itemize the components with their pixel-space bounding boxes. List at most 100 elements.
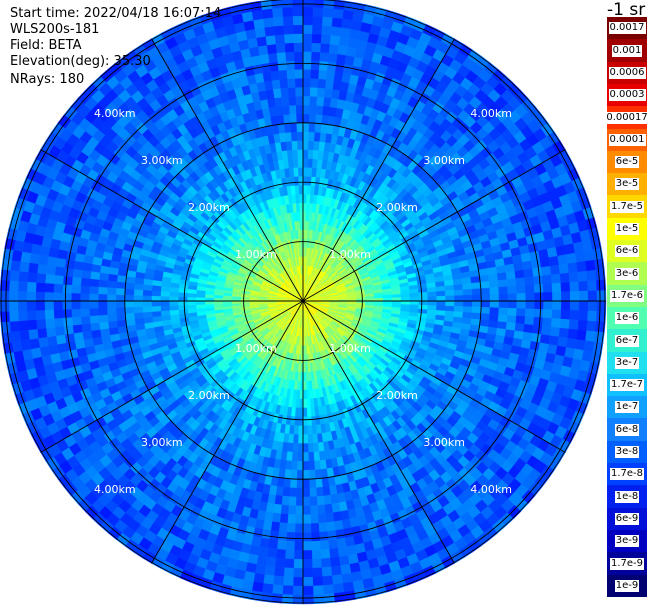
- data-cell: [46, 255, 58, 267]
- data-cell: [292, 585, 304, 596]
- data-cell: [302, 496, 311, 507]
- data-cell: [311, 558, 322, 569]
- data-cell: [320, 557, 332, 568]
- data-cell: [569, 300, 580, 311]
- data-cell: [330, 565, 342, 576]
- data-cell: [62, 275, 73, 286]
- data-cell: [436, 305, 446, 312]
- data-cell: [533, 316, 544, 327]
- data-cell: [309, 478, 317, 489]
- data-cell: [305, 389, 311, 400]
- data-cell: [558, 327, 570, 339]
- data-cell: [315, 114, 323, 124]
- data-cell: [98, 314, 109, 323]
- data-cell: [327, 539, 338, 550]
- data-cell: [313, 0, 325, 8]
- data-cell: [320, 42, 331, 54]
- data-cell: [454, 300, 464, 307]
- data-cell: [142, 300, 152, 307]
- data-cell: [497, 314, 508, 323]
- data-cell: [516, 285, 526, 294]
- data-cell: [506, 315, 517, 324]
- data-cell: [90, 271, 101, 280]
- data-cell: [257, 546, 269, 558]
- data-cell: [542, 283, 553, 293]
- data-cell: [178, 304, 188, 310]
- data-cell: [287, 505, 297, 515]
- data-cell: [488, 273, 499, 282]
- data-cell: [213, 300, 224, 305]
- data-cell: [313, 460, 321, 471]
- data-cell: [292, 443, 299, 453]
- data-cell: [566, 337, 577, 350]
- data-cell: [71, 316, 82, 326]
- data-cell: [322, 7, 334, 18]
- data-cell: [505, 322, 516, 331]
- data-cell: [560, 309, 571, 320]
- data-cell: [576, 261, 587, 273]
- data-cell: [27, 319, 38, 331]
- data-cell: [311, 540, 321, 551]
- data-cell: [497, 279, 508, 288]
- data-cell: [496, 272, 508, 281]
- data-cell: [282, 486, 291, 497]
- data-cell: [28, 328, 39, 340]
- data-cell: [53, 300, 63, 310]
- data-cell: [586, 270, 597, 282]
- data-cell: [18, 320, 29, 332]
- data-cell: [19, 329, 30, 341]
- data-cell: [323, 0, 335, 9]
- data-cell: [574, 339, 586, 351]
- data-cell: [265, 556, 277, 568]
- data-cell: [532, 325, 543, 335]
- data-cell: [523, 268, 534, 278]
- data-cell: [169, 305, 179, 311]
- data-cell: [558, 263, 570, 275]
- data-cell: [80, 315, 91, 325]
- data-cell: [195, 297, 206, 302]
- data-cell: [71, 276, 82, 286]
- data-cell: [302, 104, 311, 115]
- data-cell: [302, 211, 307, 222]
- data-cell: [273, 503, 282, 514]
- data-cell: [550, 318, 562, 329]
- data-cell: [17, 280, 28, 292]
- data-cell: [73, 331, 84, 342]
- data-cell: [480, 294, 491, 302]
- data-cell: [488, 313, 499, 322]
- data-cell: [578, 290, 589, 302]
- data-cell: [26, 281, 37, 292]
- data-cell: [302, 51, 312, 61]
- data-cell: [327, 61, 337, 72]
- data-cell: [35, 282, 46, 293]
- data-cell: [471, 282, 482, 290]
- data-cell: [283, 567, 294, 578]
- data-cell: [463, 294, 473, 302]
- data-cell: [480, 287, 491, 295]
- data-cell: [315, 105, 324, 116]
- data-cell: [317, 87, 326, 98]
- data-cell: [436, 290, 446, 297]
- data-cell: [339, 27, 352, 38]
- data-cell: [106, 293, 117, 302]
- data-cell: [315, 486, 324, 497]
- data-cell: [292, 576, 304, 587]
- data-cell: [276, 540, 287, 551]
- data-cell: [551, 309, 562, 320]
- data-cell: [278, 522, 288, 533]
- data-cell: [507, 285, 517, 295]
- data-cell: [272, 584, 284, 595]
- data-cell: [542, 317, 553, 328]
- data-cell: [309, 95, 318, 106]
- data-cell: [151, 310, 162, 318]
- data-cell: [326, 521, 336, 532]
- data-cell: [462, 288, 473, 296]
- data-cell: [97, 300, 108, 309]
- data-cell: [332, 511, 342, 522]
- data-cell: [533, 275, 544, 286]
- data-cell: [82, 330, 93, 340]
- data-cell: [322, 584, 334, 595]
- data-cell: [195, 300, 206, 305]
- data-cell: [35, 309, 46, 320]
- data-cell: [325, 512, 335, 523]
